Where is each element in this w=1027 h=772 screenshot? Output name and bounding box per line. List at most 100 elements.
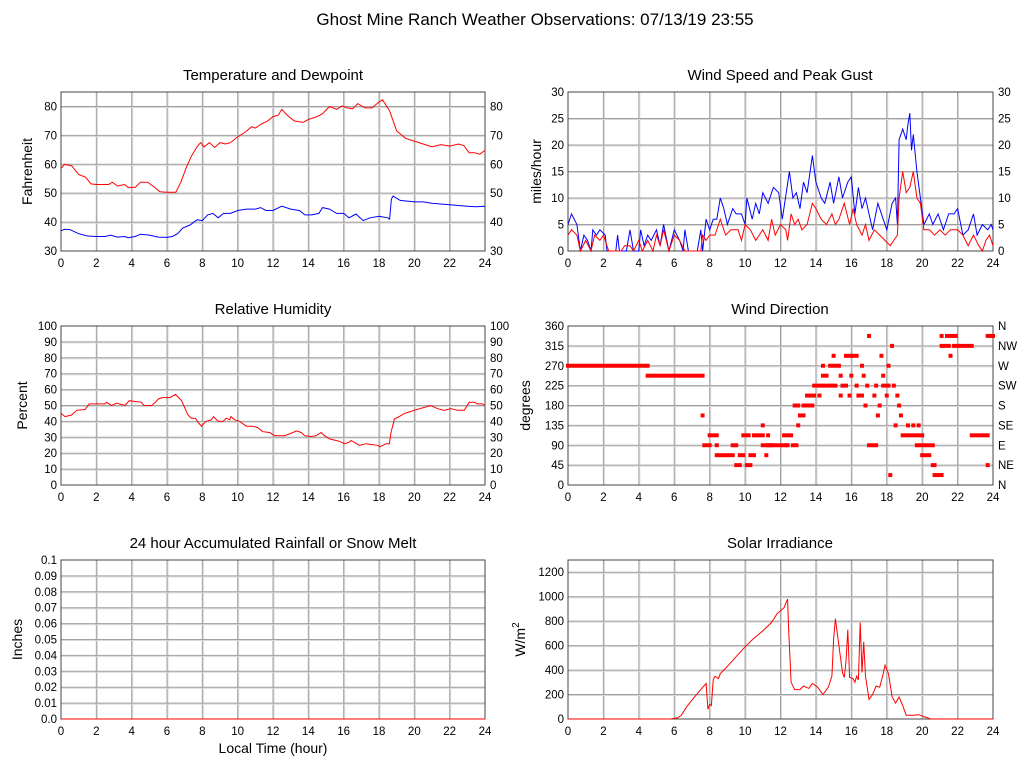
x-tick-label: 18	[880, 726, 893, 738]
y-right-tick-label: 0	[490, 480, 496, 492]
y-tick-label: 0	[51, 480, 57, 492]
data-point	[849, 373, 854, 378]
y-tick-label: 100	[38, 321, 57, 333]
y-right-tick-label: SW	[998, 381, 1017, 393]
data-point	[872, 393, 877, 398]
x-tick-label: 6	[671, 726, 677, 738]
data-point	[645, 373, 705, 378]
data-point	[734, 463, 742, 468]
plot-frame	[60, 91, 486, 252]
y-right-tick-label: 100	[490, 321, 509, 333]
x-tick-label: 24	[987, 726, 1000, 738]
y-tick-label: 180	[545, 401, 564, 413]
data-point	[916, 423, 921, 428]
series-dewpoint	[60, 195, 486, 239]
data-point	[875, 413, 880, 418]
x-tick-label: 2	[600, 492, 606, 504]
x-tick-label: 22	[951, 492, 964, 504]
data-point	[925, 443, 935, 448]
x-tick-label: 6	[164, 726, 170, 738]
data-point	[782, 433, 794, 438]
data-point	[877, 403, 882, 408]
plot-frame	[567, 91, 994, 252]
y-tick-label: 10	[551, 193, 564, 205]
y-tick-label: 0.1	[41, 555, 57, 567]
data-point	[948, 353, 953, 358]
y-tick-label: 800	[545, 616, 564, 628]
y-tick-label: 60	[44, 385, 57, 397]
x-tick-label: 0	[565, 492, 571, 504]
y-tick-label: 0	[558, 480, 564, 492]
data-point	[748, 453, 756, 458]
series-line	[60, 195, 486, 239]
x-tick-label: 14	[302, 726, 315, 738]
series-line	[60, 393, 486, 448]
x-tick-label: 2	[93, 258, 99, 270]
data-point	[898, 413, 903, 418]
data-point	[702, 443, 712, 448]
data-point	[796, 423, 801, 428]
x-tick-label: 12	[774, 258, 787, 270]
data-point	[730, 443, 739, 448]
y-right-tick-label: S	[998, 401, 1006, 413]
series-line	[568, 598, 993, 720]
x-tick-label: 10	[231, 258, 244, 270]
y-right-tick-label: 10	[998, 193, 1011, 205]
y-tick-label: 0.05	[35, 635, 57, 647]
data-point	[854, 383, 859, 388]
y-right-tick-label: 40	[490, 416, 503, 428]
x-tick-label: 8	[199, 258, 205, 270]
y-axis-label: degrees	[517, 380, 533, 431]
y-tick-label: 0.04	[35, 650, 58, 662]
y-axis-label: W/m2	[511, 622, 528, 657]
plot-frame	[567, 559, 994, 720]
data-point	[840, 383, 849, 388]
y-tick-label: 20	[44, 448, 57, 460]
data-point	[790, 443, 799, 448]
x-tick-label: 18	[880, 258, 893, 270]
x-tick-label: 12	[267, 492, 280, 504]
y-tick-label: 0.07	[35, 603, 57, 615]
data-point	[861, 373, 866, 378]
y-right-tick-label: NW	[998, 341, 1017, 353]
y-tick-label: 200	[545, 690, 564, 702]
y-tick-label: 1200	[538, 567, 564, 579]
data-point	[881, 373, 886, 378]
x-tick-label: 18	[880, 492, 893, 504]
y-tick-label: 80	[44, 353, 57, 365]
x-tick-label: 22	[951, 726, 964, 738]
y-tick-label: 80	[44, 101, 57, 113]
y-right-tick-label: 30	[490, 246, 503, 258]
data-point	[760, 423, 765, 428]
panel-title: Solar Irradiance	[727, 535, 833, 552]
x-tick-label: 6	[164, 258, 170, 270]
data-point	[916, 433, 925, 438]
y-tick-label: 30	[44, 246, 57, 258]
data-point	[891, 383, 896, 388]
data-point	[893, 423, 898, 428]
x-tick-label: 4	[128, 258, 135, 270]
x-tick-label: 16	[845, 492, 858, 504]
x-tick-label: 10	[739, 258, 752, 270]
data-point	[906, 423, 910, 428]
x-tick-label: 6	[164, 492, 170, 504]
data-point	[865, 383, 870, 388]
data-point	[939, 343, 951, 348]
y-tick-label: 30	[44, 432, 57, 444]
y-axis-label-superscript: 2	[511, 622, 522, 628]
x-tick-label: 4	[636, 258, 643, 270]
x-tick-label: 2	[600, 726, 606, 738]
x-tick-label: 20	[916, 258, 929, 270]
data-point	[714, 453, 735, 458]
data-point	[985, 333, 995, 338]
y-right-tick-label: 50	[490, 188, 503, 200]
x-tick-label: 12	[267, 258, 280, 270]
x-tick-label: 4	[636, 726, 643, 738]
y-tick-label: 10	[44, 464, 57, 476]
data-point	[952, 343, 974, 348]
x-tick-label: 2	[93, 726, 99, 738]
x-tick-label: 12	[774, 726, 787, 738]
